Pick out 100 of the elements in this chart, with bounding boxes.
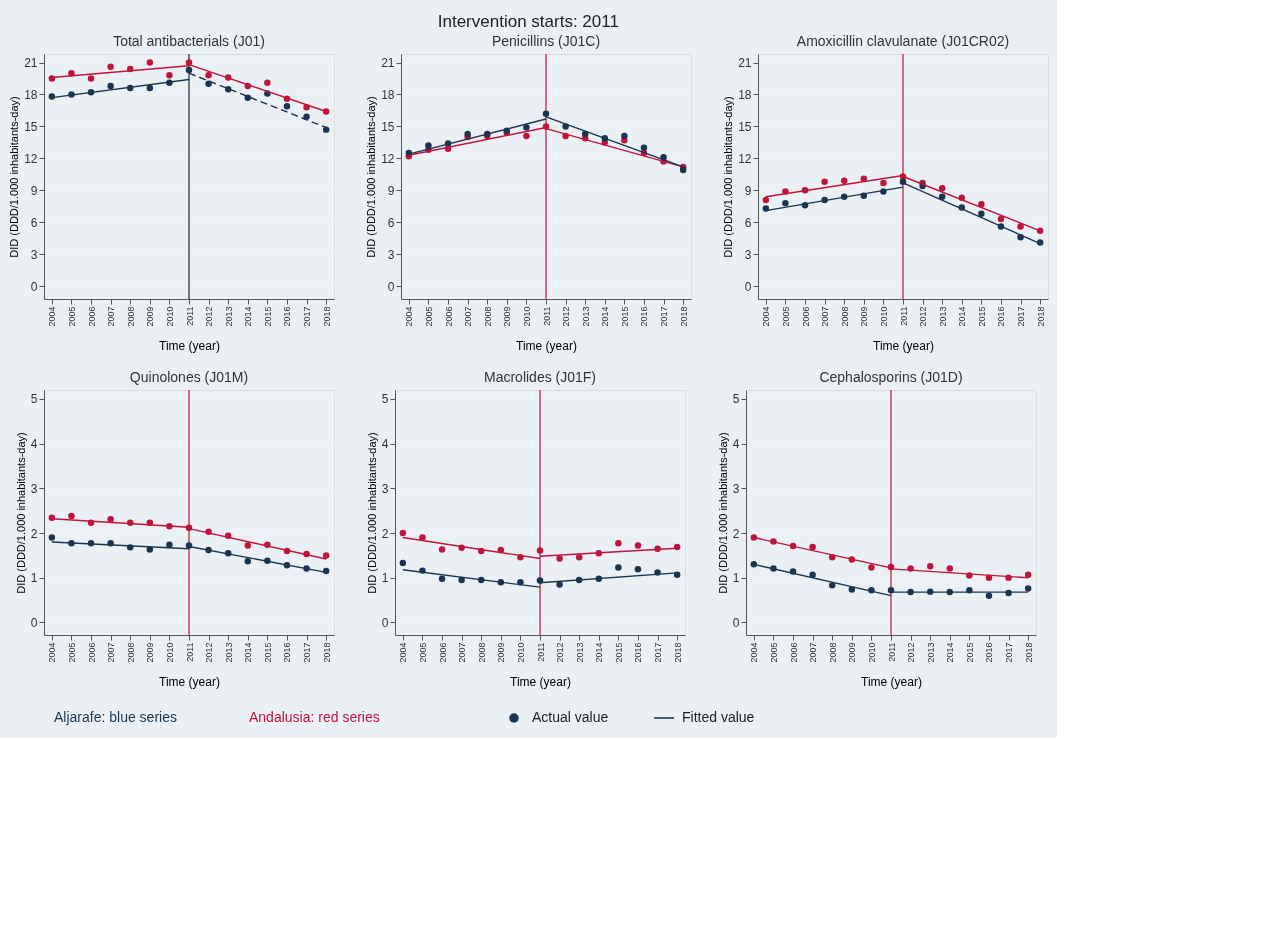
y-tick-label: 0 xyxy=(732,615,740,630)
x-tick-label: 2004 xyxy=(47,306,58,327)
x-tick-label: 2008 xyxy=(482,306,493,327)
x-tick-label: 2012 xyxy=(555,642,566,663)
x-tick-label: 2018 xyxy=(321,642,332,663)
y-tick-label: 21 xyxy=(24,56,38,71)
x-tick-label: 2015 xyxy=(976,306,987,327)
x-tick-label: 2004 xyxy=(749,642,760,663)
x-tick-label: 2013 xyxy=(580,306,591,327)
x-tick-label: 2007 xyxy=(820,306,831,327)
x-tick-label: 2010 xyxy=(521,306,532,327)
y-tick-label: 15 xyxy=(738,119,752,134)
y-tick-label: 1 xyxy=(381,571,389,586)
x-tick-label: 2018 xyxy=(321,306,332,327)
y-tick-label: 3 xyxy=(30,481,38,496)
x-tick-label: 2006 xyxy=(86,642,97,663)
x-tick-label: 2006 xyxy=(437,642,448,663)
x-tick-label: 2014 xyxy=(600,306,611,327)
y-tick-label: 0 xyxy=(387,279,395,294)
x-axis-title: Time (year) xyxy=(861,674,922,689)
y-tick-label: 9 xyxy=(30,183,38,198)
text: Intervention starts: 2011 xyxy=(437,11,619,31)
chart-title: Penicillins (J01C) xyxy=(491,33,601,50)
chart-title: Amoxicillin clavulanate (J01CR02) xyxy=(796,33,1010,50)
x-tick-label: 2009 xyxy=(859,306,870,327)
x-axis-title: Time (year) xyxy=(873,338,934,353)
x-tick-label: 2006 xyxy=(443,306,454,327)
x-tick-label: 2004 xyxy=(761,306,772,327)
x-tick-label: 2016 xyxy=(282,306,293,327)
y-tick-label: 12 xyxy=(738,151,752,166)
x-tick-label: 2009 xyxy=(145,642,156,663)
y-tick-label: 6 xyxy=(744,215,752,230)
y-tick-label: 6 xyxy=(387,215,395,230)
y-tick-label: 3 xyxy=(30,247,38,262)
y-tick-label: 21 xyxy=(738,56,752,71)
x-axis-title: Time (year) xyxy=(516,338,577,353)
y-tick-label: 5 xyxy=(732,392,740,407)
x-tick-label: 2013 xyxy=(223,642,234,663)
x-tick-label: 2008 xyxy=(125,306,136,327)
x-tick-label: 2013 xyxy=(925,642,936,663)
x-tick-label: 2014 xyxy=(243,306,254,327)
y-axis-title: DID (DDD/1.000 inhabitants-day) xyxy=(365,96,378,258)
x-tick-label: 2016 xyxy=(282,642,293,663)
legend-label: Actual value xyxy=(532,709,609,725)
x-tick-label: 2005 xyxy=(780,306,791,327)
x-tick-label: 2006 xyxy=(800,306,811,327)
x-tick-label: 2017 xyxy=(1004,642,1015,663)
x-tick-label: 2011 xyxy=(541,306,552,326)
x-tick-label: 2016 xyxy=(639,306,650,327)
y-tick-label: 18 xyxy=(381,87,395,102)
x-tick-label: 2011 xyxy=(535,642,546,662)
y-tick-label: 0 xyxy=(744,279,752,294)
x-tick-label: 2018 xyxy=(678,306,689,327)
y-axis-title: DID (DDD/1.000 inhabitants-day) xyxy=(14,432,27,594)
x-tick-label: 2016 xyxy=(633,642,644,663)
y-axis-title: DID (DDD/1.000 inhabitants-day) xyxy=(716,432,729,594)
x-tick-label: 2017 xyxy=(302,306,313,327)
x-tick-label: 2013 xyxy=(574,642,585,663)
x-tick-label: 2018 xyxy=(1035,306,1046,327)
x-tick-label: 2017 xyxy=(653,642,664,663)
x-tick-label: 2008 xyxy=(476,642,487,663)
y-tick-label: 3 xyxy=(381,481,389,496)
x-tick-label: 2014 xyxy=(243,642,254,663)
x-tick-label: 2010 xyxy=(878,306,889,327)
x-tick-label: 2008 xyxy=(839,306,850,327)
x-tick-label: 2017 xyxy=(659,306,670,327)
x-tick-label: 2011 xyxy=(898,306,909,326)
x-tick-label: 2012 xyxy=(204,642,215,663)
text: Andalusia: red series xyxy=(249,709,380,725)
x-tick-label: 2018 xyxy=(672,642,683,663)
x-tick-label: 2015 xyxy=(262,306,273,327)
x-tick-label: 2012 xyxy=(918,306,929,327)
x-tick-label: 2012 xyxy=(561,306,572,327)
x-tick-label: 2012 xyxy=(906,642,917,663)
x-tick-label: 2004 xyxy=(398,642,409,663)
legend-label: Fitted value xyxy=(682,709,755,725)
y-tick-label: 2 xyxy=(732,526,740,541)
y-axis-title: DID (DDD/1.000 inhabitants-day) xyxy=(365,432,378,594)
x-tick-label: 2011 xyxy=(184,306,195,326)
y-tick-label: 0 xyxy=(381,615,389,630)
chart-title: Macrolides (J01F) xyxy=(483,369,597,386)
x-tick-label: 2007 xyxy=(457,642,468,663)
x-tick-label: 2015 xyxy=(619,306,630,327)
y-tick-label: 4 xyxy=(732,437,740,452)
y-tick-label: 3 xyxy=(732,481,740,496)
x-tick-label: 2015 xyxy=(964,642,975,663)
y-tick-label: 21 xyxy=(381,56,395,71)
x-tick-label: 2017 xyxy=(302,642,313,663)
y-tick-label: 18 xyxy=(24,87,38,102)
x-tick-label: 2011 xyxy=(886,642,897,662)
y-tick-label: 0 xyxy=(30,279,38,294)
x-axis-title: Time (year) xyxy=(159,338,220,353)
x-tick-label: 2004 xyxy=(47,642,58,663)
x-tick-label: 2007 xyxy=(808,642,819,663)
chart-title: Cephalosporins (J01D) xyxy=(819,369,963,386)
x-tick-label: 2009 xyxy=(496,642,507,663)
x-tick-label: 2014 xyxy=(957,306,968,327)
y-tick-label: 2 xyxy=(381,526,389,541)
y-tick-label: 2 xyxy=(30,526,38,541)
y-axis-title: DID (DDD/1.000 inhabitants-day) xyxy=(8,96,21,258)
